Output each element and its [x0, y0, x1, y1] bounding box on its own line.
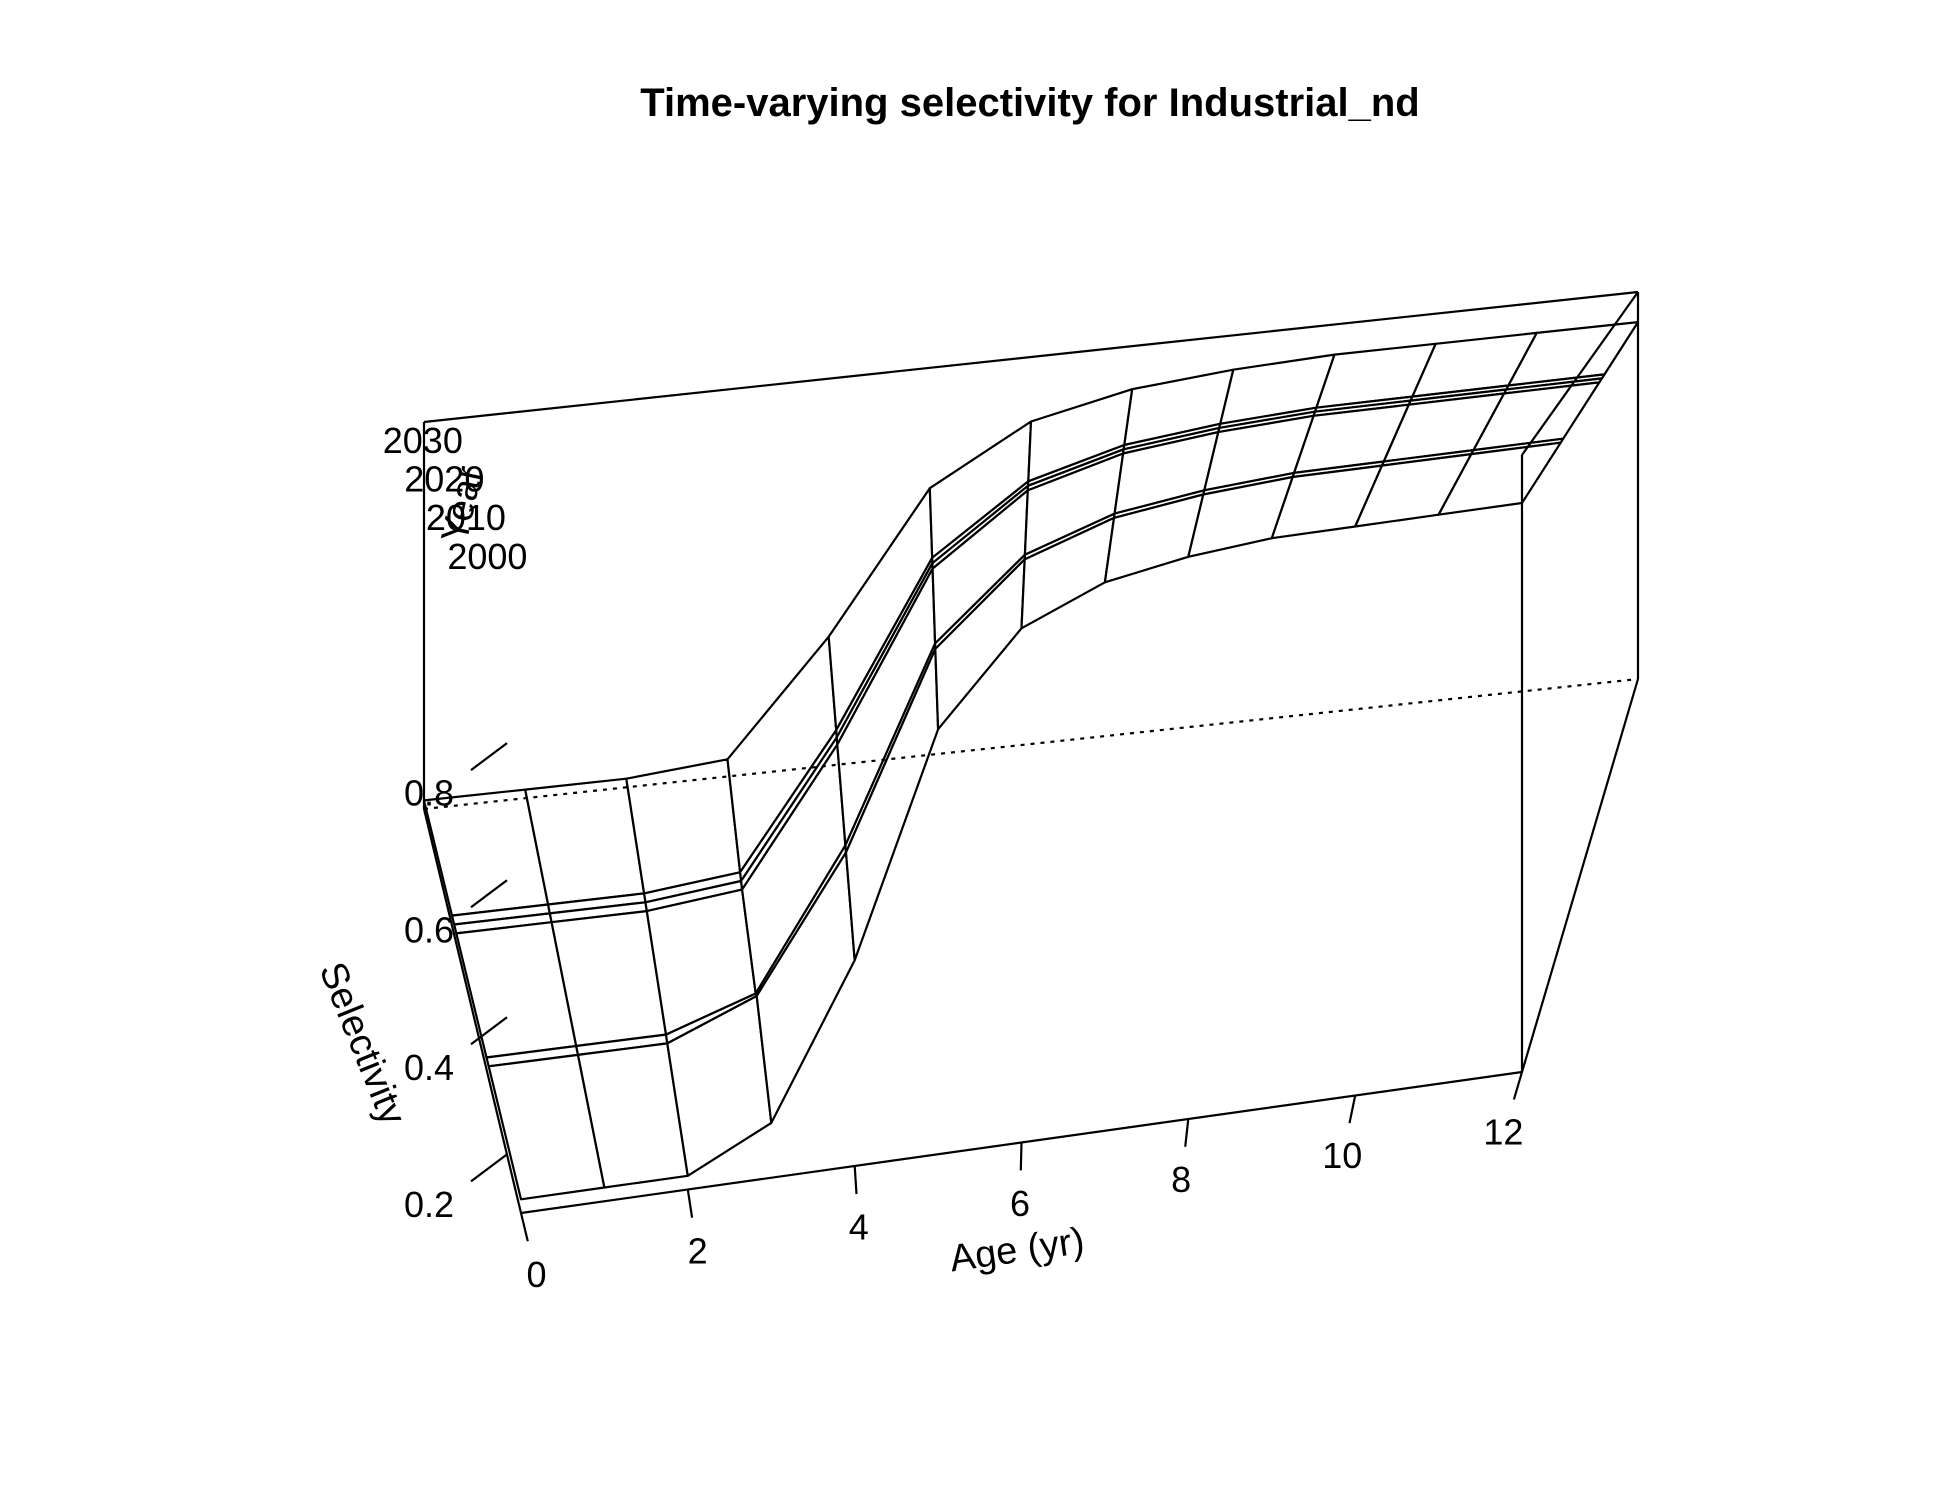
x-tick-label: 4 — [849, 1207, 869, 1248]
x-tick-mark — [1512, 1071, 1524, 1100]
z-tick-label: 0.2 — [404, 1184, 454, 1225]
x-tick-label: 6 — [1010, 1183, 1030, 1224]
surface-mesh — [422, 321, 1640, 1201]
z-axis: 0.2 0.4 0.6 0.8 — [404, 742, 508, 1225]
box-edge — [1520, 678, 1640, 1073]
surface-facet — [1507, 321, 1640, 387]
z-tick-mark — [470, 879, 508, 909]
z-tick-mark — [470, 1016, 508, 1046]
y-tick-label: 2010 — [426, 497, 506, 538]
x-axis: 0 2 4 6 8 10 12 — [519, 1071, 1524, 1295]
z-tick-mark — [470, 1153, 508, 1183]
chart-title: Time-varying selectivity for Industrial_… — [640, 81, 1420, 125]
x-tick-label: 2 — [688, 1230, 708, 1271]
box-edge — [423, 677, 1639, 811]
z-tick-label: 0.8 — [404, 773, 454, 814]
x-tick-mark — [519, 1212, 529, 1242]
z-tick-mark — [470, 742, 508, 771]
z-tick-label: 0.4 — [404, 1047, 454, 1088]
box-edge — [423, 290, 1639, 424]
x-tick-mark — [1348, 1095, 1357, 1124]
x-tick-label: 10 — [1322, 1135, 1362, 1176]
x-axis-label: Age (yr) — [947, 1220, 1087, 1280]
surface-facet — [625, 758, 742, 895]
x-tick-mark — [686, 1189, 694, 1218]
y-tick-label: 2030 — [383, 420, 463, 461]
y-tick-label: 2000 — [447, 536, 527, 577]
x-tick-mark — [1184, 1118, 1190, 1147]
z-axis-label: Selectivity — [311, 957, 414, 1131]
x-tick-mark — [853, 1165, 858, 1195]
box-edge — [1521, 291, 1639, 456]
x-tick-mark — [1019, 1142, 1023, 1171]
x-tick-label: 0 — [526, 1254, 546, 1295]
y-tick-label: 2020 — [404, 459, 484, 500]
x-tick-label: 12 — [1483, 1111, 1523, 1152]
x-tick-label: 8 — [1171, 1159, 1191, 1200]
z-tick-label: 0.6 — [404, 910, 454, 951]
box-edge — [422, 808, 523, 1214]
